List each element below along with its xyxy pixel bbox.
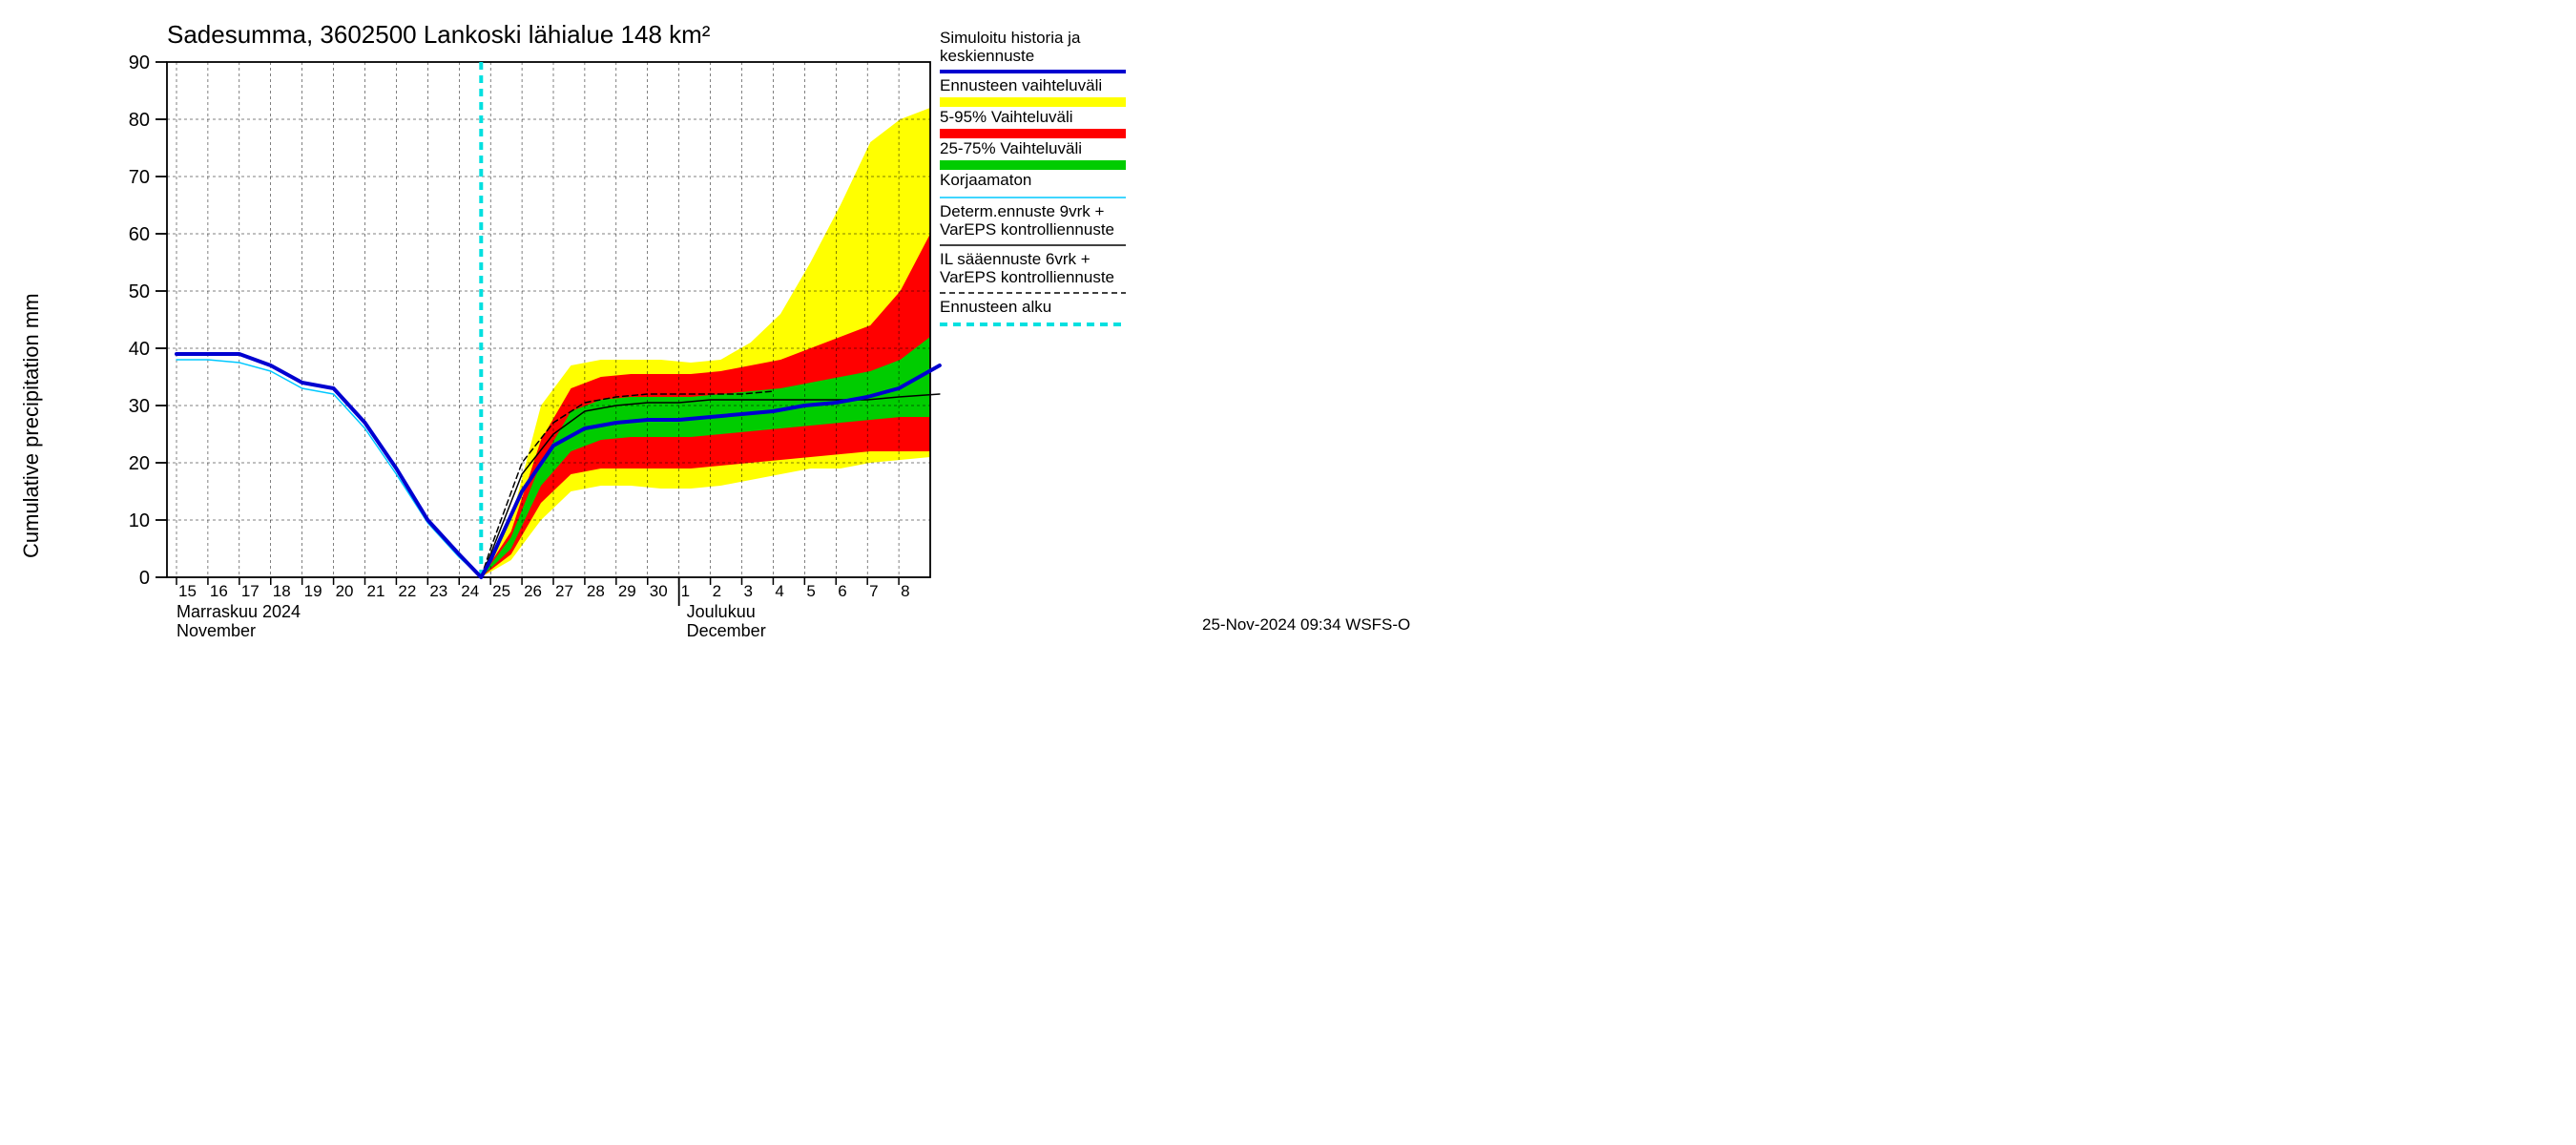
xtick-label: 25 [492,582,510,600]
ytick-label: 20 [129,453,150,474]
xtick-label: 18 [273,582,291,600]
legend-label: Ennusteen alku [940,298,1051,316]
legend-label: Korjaamaton [940,171,1031,189]
ytick-label: 10 [129,510,150,531]
xtick-label: 7 [869,582,878,600]
xtick-label: 3 [744,582,753,600]
footer-timestamp: 25-Nov-2024 09:34 WSFS-O [1202,615,1410,634]
xtick-label: 6 [838,582,846,600]
legend-label: Ennusteen vaihteluväli [940,76,1102,94]
xtick-label: 8 [901,582,909,600]
legend-label: 5-95% Vaihteluväli [940,108,1073,126]
legend-label: Simuloitu historia ja [940,29,1081,47]
legend-swatch [940,97,1126,107]
y-axis-label: Cumulative precipitation mm [19,293,43,558]
xtick-label: 30 [650,582,668,600]
chart-title: Sadesumma, 3602500 Lankoski lähialue 148… [167,20,711,49]
xtick-label: 20 [336,582,354,600]
xtick-label: 2 [713,582,721,600]
ytick-label: 70 [129,167,150,188]
ytick-label: 50 [129,281,150,302]
month-label-fi-2: Joulukuu [687,602,756,621]
legend-swatch [940,160,1126,170]
ytick-label: 0 [139,568,150,589]
ytick-label: 40 [129,339,150,360]
xtick-label: 15 [178,582,197,600]
month-label-fi-1: Marraskuu 2024 [177,602,301,621]
xtick-label: 22 [398,582,416,600]
xtick-label: 4 [775,582,783,600]
ytick-label: 30 [129,396,150,417]
xtick-label: 17 [241,582,260,600]
legend-label: 25-75% Vaihteluväli [940,139,1082,157]
ytick-label: 60 [129,224,150,245]
xtick-label: 29 [618,582,636,600]
xtick-label: 5 [806,582,815,600]
legend-label: IL sääennuste 6vrk + [940,250,1091,268]
month-label-en-1: November [177,621,256,639]
xtick-label: 1 [681,582,690,600]
xtick-label: 21 [367,582,385,600]
precipitation-chart: 0102030405060708090151617181920212223242… [0,0,1431,639]
xtick-label: 28 [587,582,605,600]
legend-label: VarEPS kontrolliennuste [940,220,1114,239]
legend-swatch [940,129,1126,138]
month-label-en-2: December [687,621,766,639]
legend-label: Determ.ennuste 9vrk + [940,202,1105,220]
xtick-label: 19 [304,582,322,600]
ytick-label: 90 [129,52,150,73]
xtick-label: 27 [555,582,573,600]
xtick-label: 24 [461,582,479,600]
chart-container: 0102030405060708090151617181920212223242… [0,0,1431,639]
xtick-label: 26 [524,582,542,600]
legend-label: VarEPS kontrolliennuste [940,268,1114,286]
ytick-label: 80 [129,110,150,131]
xtick-label: 23 [429,582,447,600]
legend-label: keskiennuste [940,47,1034,65]
xtick-label: 16 [210,582,228,600]
